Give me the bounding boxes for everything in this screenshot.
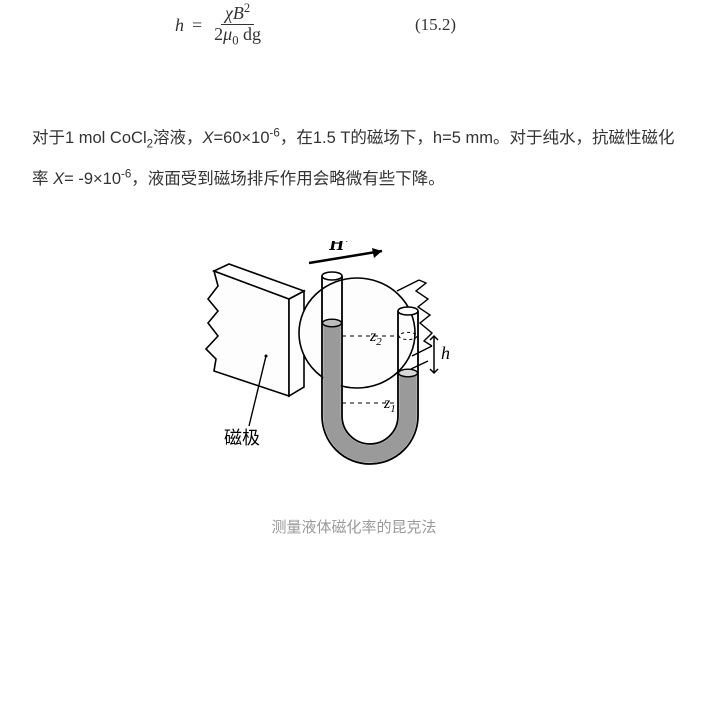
pole-label: 磁极 bbox=[224, 428, 260, 448]
body-paragraph: 对于1 mol CoCl2溶液，X=60×10-6，在1.5 T的磁场下，h=5… bbox=[0, 48, 708, 201]
equation-number: (15.2) bbox=[415, 15, 456, 35]
p-X1: X bbox=[203, 129, 214, 147]
p-t6: ，液面受到磁场排斥作用会略微有些下降。 bbox=[131, 170, 445, 188]
figure-wrap: H′ 磁极 z2 z1 h 测量液体磁化率的昆克法 bbox=[0, 241, 708, 537]
eq-B: B bbox=[233, 3, 244, 23]
quincke-figure: H′ 磁极 z2 z1 h bbox=[194, 241, 514, 471]
eq-numerator: χB2 bbox=[221, 2, 254, 25]
eq-equals: = bbox=[192, 15, 202, 36]
h-bracket bbox=[430, 336, 438, 373]
equation: h = χB2 2μ0 dg bbox=[175, 2, 265, 48]
eq-two: 2 bbox=[214, 24, 223, 44]
p-t5: = -9×10 bbox=[64, 170, 121, 188]
p-exp6a: -6 bbox=[270, 128, 280, 140]
p-X2: X bbox=[53, 170, 64, 188]
H-label: H′ bbox=[328, 241, 350, 255]
p-exp6b: -6 bbox=[121, 169, 131, 181]
eq-fraction: χB2 2μ0 dg bbox=[210, 2, 265, 48]
eq-lhs: h bbox=[175, 15, 184, 36]
z1-label: z1 bbox=[383, 395, 396, 415]
eq-denominator: 2μ0 dg bbox=[210, 25, 265, 48]
eq-dg: dg bbox=[239, 24, 262, 44]
equation-row: h = χB2 2μ0 dg (15.2) bbox=[0, 0, 708, 48]
pole-pointer-dot bbox=[265, 354, 268, 357]
p-t2: 溶液， bbox=[153, 129, 203, 147]
p-t1: 对于1 mol CoCl bbox=[32, 129, 147, 147]
h-label: h bbox=[441, 343, 450, 363]
pole-left bbox=[206, 264, 304, 396]
eq-chi: χ bbox=[225, 3, 233, 23]
p-t3: =60×10 bbox=[214, 129, 270, 147]
eq-B-exp: 2 bbox=[244, 1, 250, 15]
figure-caption: 测量液体磁化率的昆克法 bbox=[0, 516, 708, 537]
eq-mu: μ bbox=[223, 24, 232, 44]
